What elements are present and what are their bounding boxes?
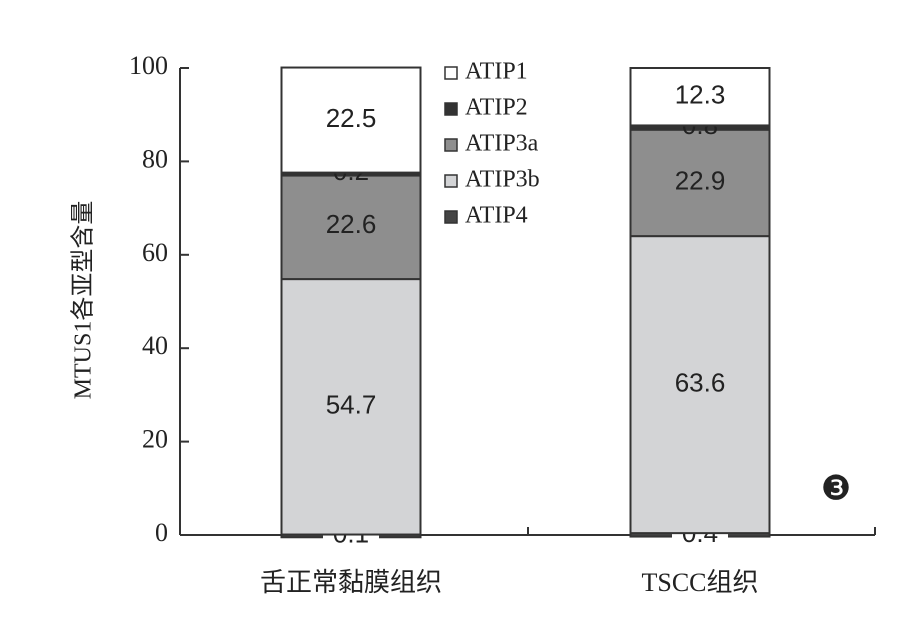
legend-label: ATIP3b — [465, 167, 540, 193]
bar-segment — [629, 67, 771, 127]
legend-label: ATIP4 — [465, 203, 528, 229]
y-tick-label: 60 — [142, 238, 168, 267]
y-axis-label: MTUS1各亚型含量 — [70, 201, 97, 400]
y-tick-label: 40 — [142, 331, 168, 360]
legend-label: ATIP2 — [465, 95, 528, 121]
data-label: 12.3 — [675, 80, 726, 110]
legend-label: ATIP3a — [465, 131, 539, 157]
legend-swatch — [444, 102, 458, 116]
data-label: 22.9 — [675, 166, 726, 196]
legend-swatch — [444, 138, 458, 152]
bar-segment — [280, 278, 422, 536]
legend-swatch — [444, 66, 458, 80]
x-tick-label: TSCC组织 — [641, 568, 758, 597]
x-tick-label: 舌正常黏膜组织 — [260, 568, 442, 597]
data-label: 63.6 — [675, 368, 726, 398]
bar-segment — [629, 235, 771, 535]
legend-swatch — [444, 210, 458, 224]
legend-label: ATIP1 — [465, 59, 528, 85]
annotation: ❸ — [821, 469, 851, 509]
data-label: 22.6 — [326, 209, 377, 239]
data-label: 22.5 — [326, 103, 377, 133]
y-tick-label: 20 — [142, 425, 168, 454]
legend-swatch — [444, 174, 458, 188]
y-tick-label: 80 — [142, 144, 168, 173]
y-tick-label: 0 — [155, 518, 168, 547]
bar-segment — [629, 128, 771, 238]
data-label: 54.7 — [326, 390, 377, 420]
bar-segment — [280, 66, 422, 174]
y-tick-label: 100 — [129, 51, 168, 80]
